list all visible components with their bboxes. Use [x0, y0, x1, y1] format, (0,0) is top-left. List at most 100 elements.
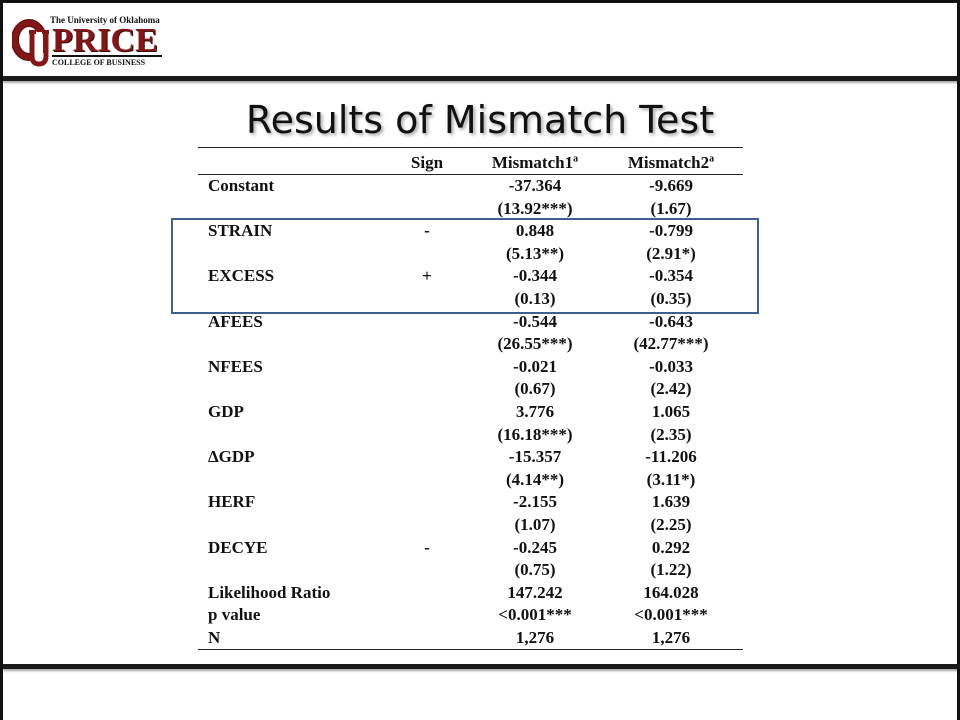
highlight-box — [171, 218, 759, 314]
table-header-rule — [198, 174, 743, 175]
row-mismatch2: <0.001*** — [634, 605, 708, 625]
row-mismatch2: 164.028 — [643, 582, 699, 602]
row-label: STRAIN — [208, 221, 273, 241]
row-mismatch1: 1,276 — [515, 628, 555, 647]
table-row: HERF -2.155 1.639 — [198, 492, 743, 515]
table-row: GDP 3.776 1.065 — [198, 402, 743, 425]
row-mismatch1: -15.357 — [508, 447, 562, 467]
row-mismatch1: (26.55***) — [497, 334, 573, 354]
row-label: EXCESS — [208, 266, 275, 286]
row-mismatch1: (5.13**) — [505, 243, 565, 263]
row-label: GDP — [208, 402, 244, 421]
row-mismatch1: 147.242 — [507, 582, 563, 602]
table-row: (13.92***) (1.67) — [198, 199, 743, 222]
table-top-rule — [198, 147, 743, 148]
table-row: ΔGDP -15.357 -11.206 — [198, 447, 743, 470]
row-mismatch1: -37.364 — [508, 176, 562, 195]
table-row: p value <0.001*** <0.001*** — [198, 605, 743, 628]
table-row: Constant -37.364 -9.669 — [198, 176, 743, 199]
row-mismatch1: (0.13) — [514, 289, 556, 308]
row-label: Constant — [208, 176, 275, 195]
row-sign: - — [424, 537, 430, 557]
row-mismatch1: (1.07) — [514, 515, 556, 534]
table-row: NFEES -0.021 -0.033 — [198, 357, 743, 380]
table-row: (4.14**) (3.11*) — [198, 470, 743, 493]
row-mismatch1: (16.18***) — [497, 424, 573, 444]
row-mismatch2: (3.11*) — [646, 469, 696, 489]
row-mismatch2: 1.065 — [651, 402, 691, 421]
university-logo: The University of Oklahoma PRICE COLLEGE… — [12, 12, 162, 68]
table-row: EXCESS + -0.344 -0.354 — [198, 266, 743, 289]
header-sign: Sign — [410, 153, 444, 172]
row-label: AFEES — [208, 311, 263, 331]
header-mismatch1-label: Mismatch1 — [491, 153, 574, 172]
row-mismatch1: -0.344 — [513, 266, 557, 286]
row-mismatch2: (1.67) — [650, 198, 692, 218]
row-mismatch2: -0.799 — [649, 221, 693, 241]
table-row: (26.55***) (42.77***) — [198, 334, 743, 357]
table-row: DECYE - -0.245 0.292 — [198, 538, 743, 561]
row-mismatch2: -9.669 — [649, 176, 693, 195]
header-mismatch2-note: a — [709, 153, 715, 165]
row-mismatch1: -2.155 — [513, 492, 557, 512]
table-header-row: Sign Mismatch1a Mismatch2a — [198, 153, 743, 176]
row-mismatch2: (2.25) — [650, 515, 692, 534]
table-row: N 1,276 1,276 — [198, 628, 743, 651]
row-mismatch2: 1.639 — [651, 492, 691, 512]
row-mismatch2: -0.354 — [649, 266, 693, 286]
row-label: HERF — [208, 492, 256, 512]
row-mismatch1: -0.245 — [513, 537, 557, 557]
row-label: ΔGDP — [208, 447, 255, 467]
row-mismatch1: 0.848 — [515, 221, 555, 241]
slide-frame-top — [0, 0, 960, 3]
row-mismatch1: (13.92***) — [497, 198, 573, 218]
row-mismatch2: -0.643 — [649, 311, 693, 331]
table-row: Likelihood Ratio 147.242 164.028 — [198, 583, 743, 606]
slide-frame-left — [0, 0, 3, 720]
table-row: STRAIN - 0.848 -0.799 — [198, 221, 743, 244]
slide-frame-right — [957, 0, 960, 720]
row-mismatch2: (2.42) — [650, 379, 692, 399]
row-mismatch2: (0.35) — [650, 289, 692, 308]
table-bottom-rule — [198, 649, 743, 650]
logo-college-text: COLLEGE OF BUSINESS — [52, 58, 146, 67]
row-label: DECYE — [208, 537, 268, 557]
footer-divider — [3, 664, 960, 669]
header-mismatch1-note: a — [573, 153, 579, 165]
row-mismatch1: 3.776 — [515, 402, 555, 421]
slide-title: Results of Mismatch Test — [245, 98, 715, 142]
table-row: AFEES -0.544 -0.643 — [198, 312, 743, 335]
logo-university-text: The University of Oklahoma — [50, 15, 160, 25]
table-row: (1.07) (2.25) — [198, 515, 743, 538]
row-mismatch2: (1.22) — [650, 560, 692, 580]
row-mismatch1: -0.544 — [513, 311, 557, 331]
row-mismatch2: 0.292 — [651, 537, 691, 557]
row-mismatch1: (0.67) — [514, 379, 556, 399]
table-row: (16.18***) (2.35) — [198, 425, 743, 448]
logo-price-text: PRICE — [52, 22, 158, 59]
table-row: (5.13**) (2.91*) — [198, 244, 743, 267]
row-label: Likelihood Ratio — [208, 582, 331, 602]
row-mismatch2: (2.91*) — [646, 243, 696, 263]
header-mismatch2: Mismatch2a — [606, 153, 736, 173]
table-row: (0.13) (0.35) — [198, 289, 743, 312]
logo-rule — [52, 55, 162, 57]
ou-monogram-icon — [12, 19, 49, 67]
row-label: p value — [208, 605, 261, 625]
row-mismatch2: (2.35) — [650, 424, 692, 444]
row-mismatch2: -11.206 — [645, 447, 697, 467]
row-mismatch1: (0.75) — [514, 560, 556, 580]
table-row: (0.67) (2.42) — [198, 379, 743, 402]
table-row: (0.75) (1.22) — [198, 560, 743, 583]
row-label: N — [208, 628, 221, 647]
header-mismatch1: Mismatch1a — [470, 153, 600, 173]
row-mismatch1: -0.021 — [513, 356, 557, 376]
row-mismatch2: -0.033 — [649, 356, 693, 376]
row-mismatch1: (4.14**) — [505, 469, 565, 489]
row-label: NFEES — [208, 356, 263, 376]
row-mismatch1: <0.001*** — [498, 605, 572, 625]
row-mismatch2: 1,276 — [651, 628, 691, 647]
header-divider — [3, 76, 960, 81]
row-sign: - — [424, 221, 430, 241]
header-mismatch2-label: Mismatch2 — [627, 153, 710, 172]
